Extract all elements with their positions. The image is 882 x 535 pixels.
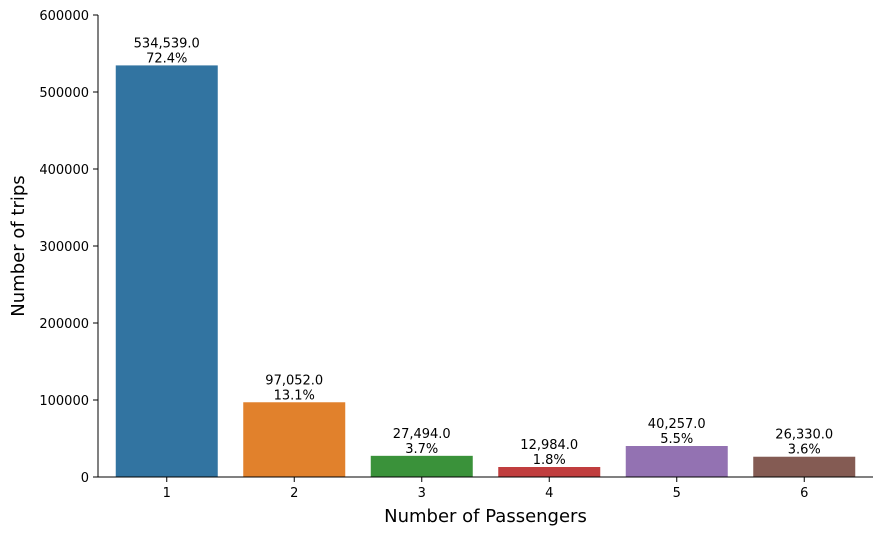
bar-4 [498, 467, 601, 477]
bar-percent-label-2: 13.1% [274, 388, 315, 403]
bar-value-label-2: 97,052.0 [265, 373, 323, 388]
x-axis-title: Number of Passengers [384, 506, 587, 527]
bar-value-label-1: 534,539.0 [134, 36, 200, 51]
bar-value-label-6: 26,330.0 [775, 428, 833, 443]
x-tick-label-1: 1 [163, 486, 171, 501]
y-tick-label-4: 400000 [39, 163, 89, 178]
bar-3 [370, 455, 473, 477]
y-tick-label-6: 600000 [39, 9, 89, 24]
data-labels-group: 534,539.072.4% 97,052.013.1% 27,494.03.7% 1… [134, 36, 834, 468]
bar-percent-label-5: 5.5% [660, 432, 693, 447]
bar-5 [625, 446, 728, 477]
x-tick-label-4: 4 [545, 486, 553, 501]
x-ticks-group: 1 2 3 4 5 6 [163, 477, 808, 501]
bar-value-label-5: 40,257.0 [648, 417, 706, 432]
y-axis-title: Number of trips [8, 175, 29, 316]
x-tick-label-6: 6 [800, 486, 808, 501]
bar-1 [115, 65, 218, 477]
bar-2 [243, 402, 346, 477]
bars-group [115, 65, 856, 477]
x-tick-label-2: 2 [290, 486, 298, 501]
x-tick-label-3: 3 [418, 486, 426, 501]
y-ticks-group: 0 100000 200000 300000 400000 500000 600000 [39, 9, 98, 486]
bar-percent-label-1: 72.4% [146, 51, 187, 66]
y-tick-label-5: 500000 [39, 86, 89, 101]
bar-value-label-3: 27,494.0 [393, 427, 451, 442]
y-tick-label-2: 200000 [39, 317, 89, 332]
bar-percent-label-3: 3.7% [405, 442, 438, 457]
y-tick-label-3: 300000 [39, 240, 89, 255]
bar-value-label-4: 12,984.0 [520, 438, 578, 453]
bar-percent-label-4: 1.8% [533, 453, 566, 468]
x-tick-label-5: 5 [673, 486, 681, 501]
bar-6 [753, 456, 856, 477]
y-tick-label-1: 100000 [39, 394, 89, 409]
y-tick-label-0: 0 [81, 471, 89, 486]
bar-percent-label-6: 3.6% [788, 443, 821, 458]
